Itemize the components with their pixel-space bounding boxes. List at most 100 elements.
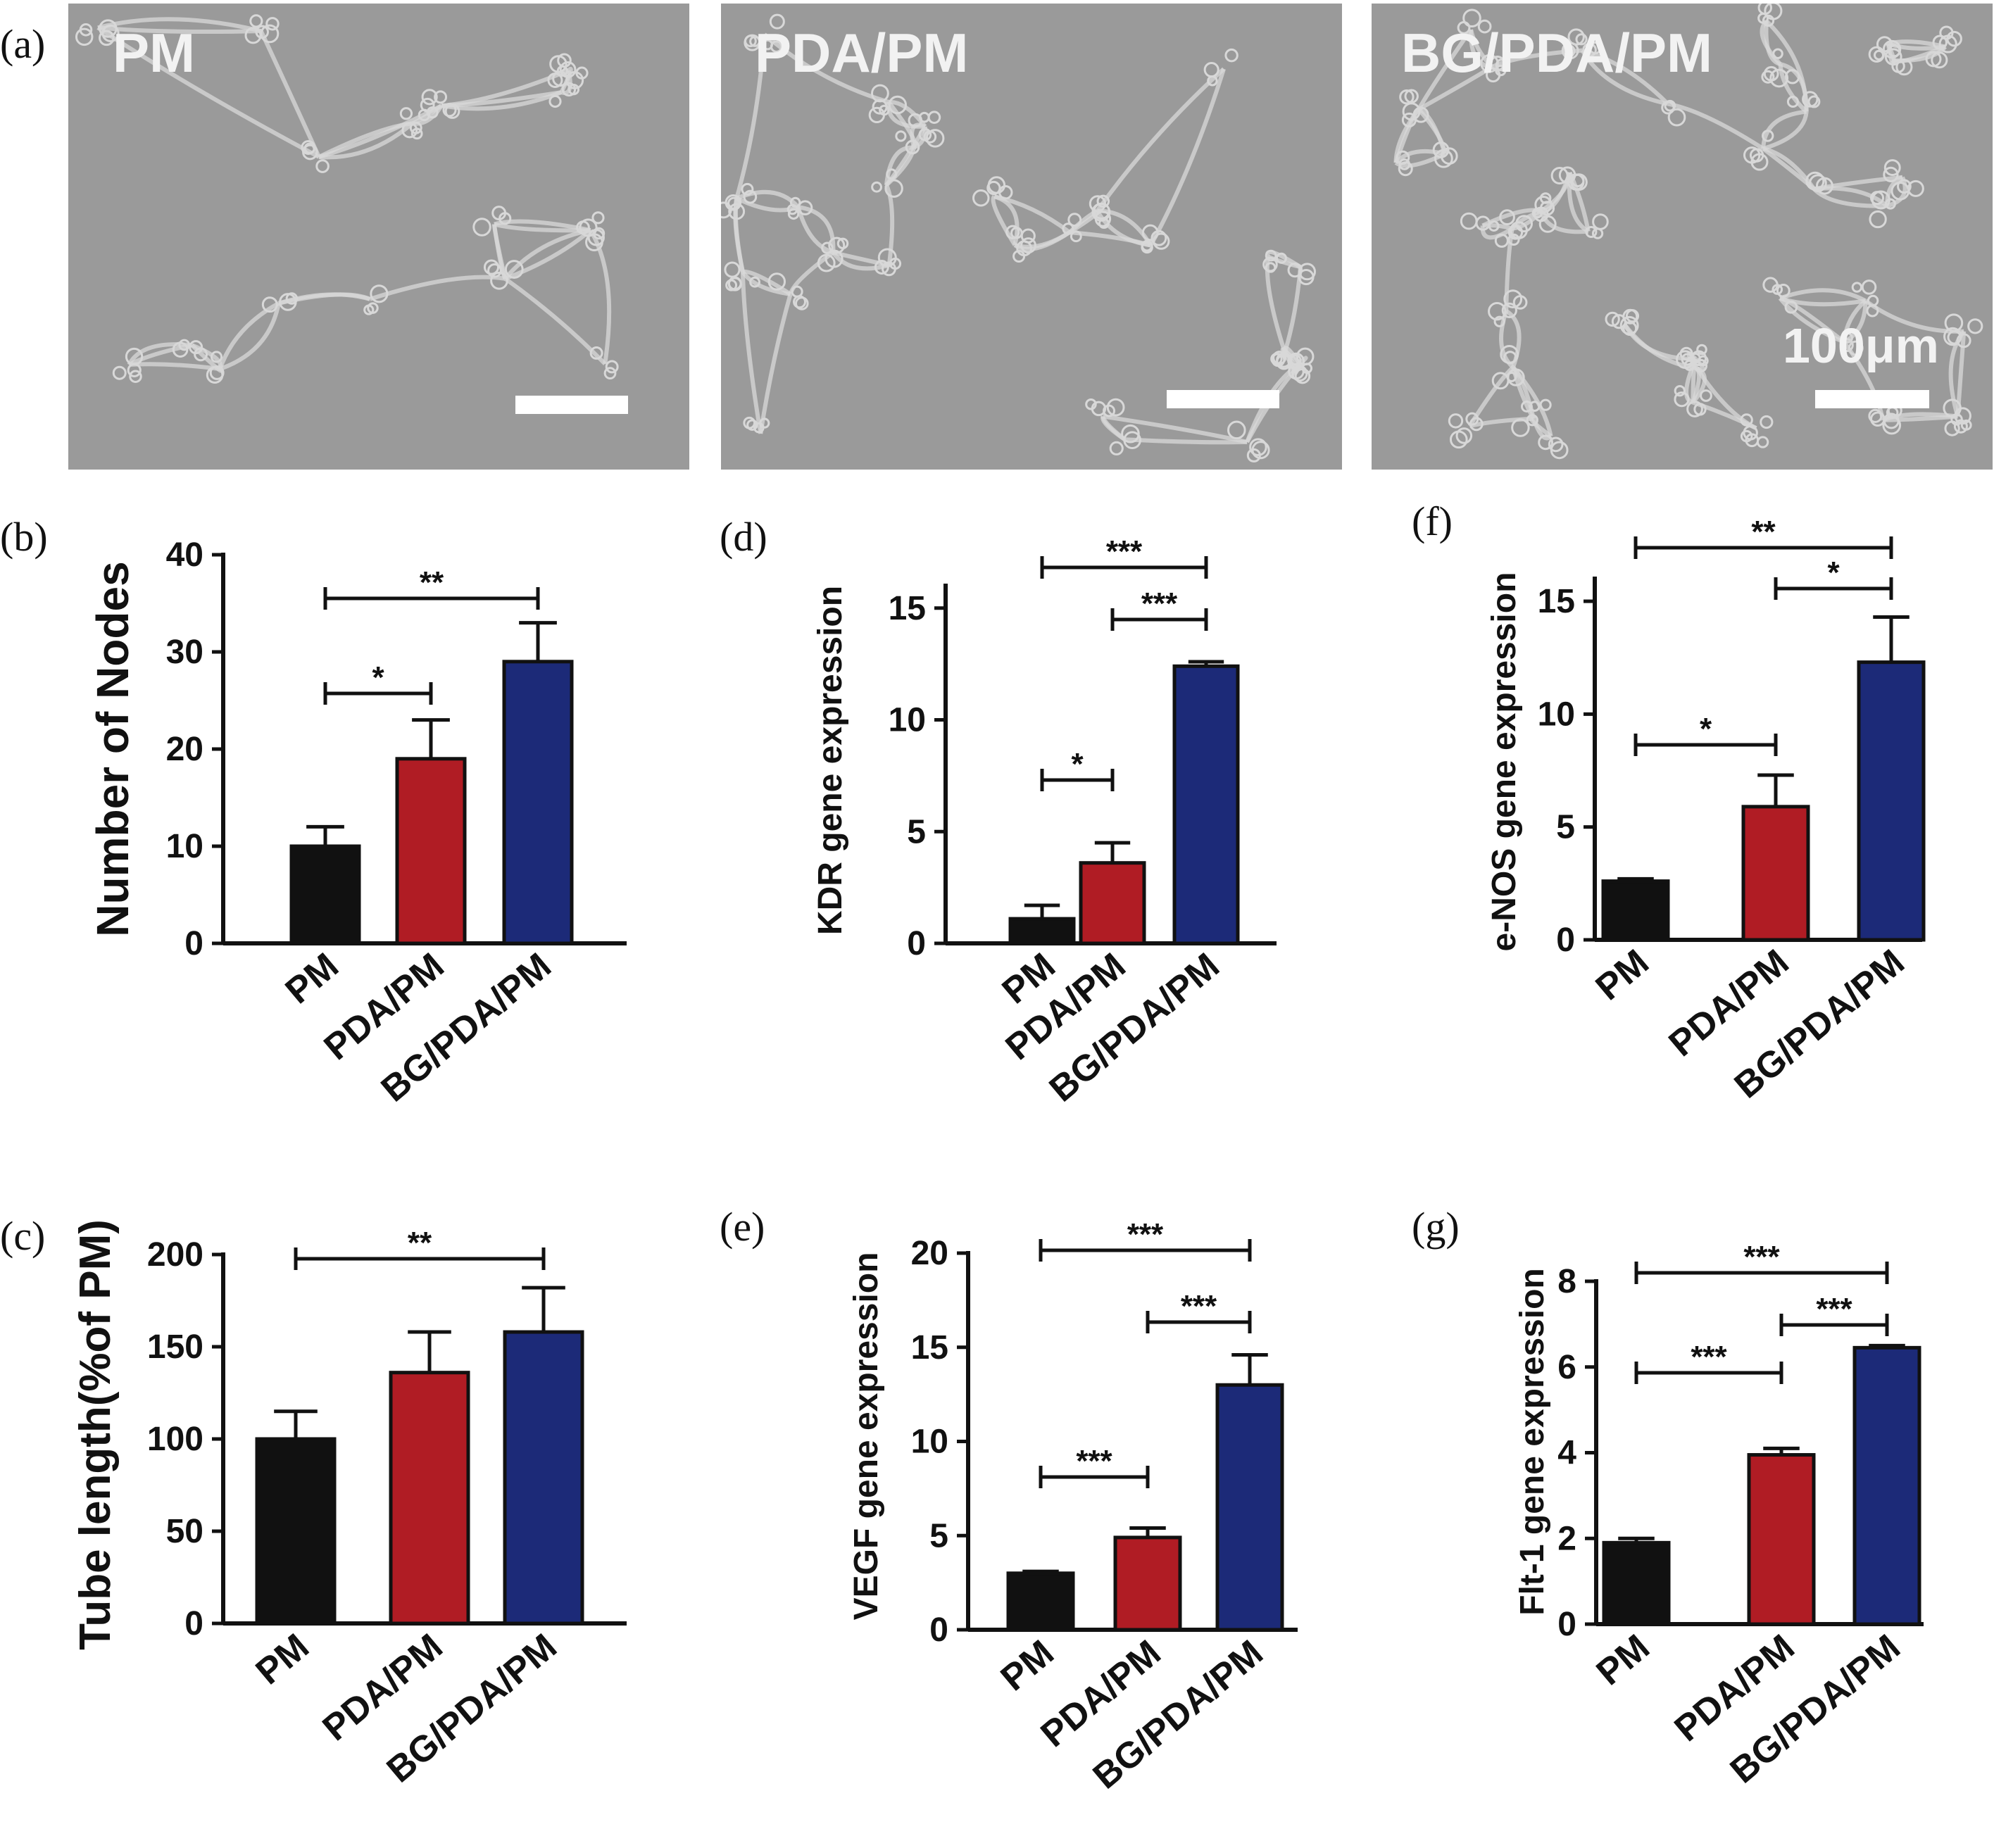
y-tick-label: 10 xyxy=(166,828,203,865)
cell-cluster xyxy=(1700,389,1712,402)
bar xyxy=(1113,1535,1182,1632)
cell-strand xyxy=(1505,309,1522,368)
cell-strand xyxy=(1539,210,1589,234)
cell-cluster xyxy=(1529,401,1541,412)
cell-cluster xyxy=(1944,420,1960,436)
cell-strand xyxy=(441,68,570,108)
x-category-label: PM xyxy=(993,1633,1062,1699)
cell-cluster xyxy=(1740,413,1753,427)
cell-strand xyxy=(1778,63,1808,113)
cell-cluster xyxy=(791,285,803,298)
significance-label: ** xyxy=(1751,515,1776,549)
significance-label: *** xyxy=(1127,1217,1164,1252)
y-tick-label: 50 xyxy=(166,1513,203,1550)
bar xyxy=(1741,805,1810,942)
cell-strand xyxy=(1148,68,1226,246)
y-tick-label: 0 xyxy=(184,925,203,962)
cell-cluster xyxy=(99,30,115,46)
cell-cluster xyxy=(1153,232,1170,250)
cell-cluster xyxy=(1275,252,1287,264)
y-tick-label: 2 xyxy=(1557,1520,1576,1557)
micrograph-label: PM xyxy=(113,22,195,84)
bar xyxy=(1006,1571,1075,1632)
cell-cluster xyxy=(127,363,142,378)
cell-cluster xyxy=(1883,166,1899,183)
bar xyxy=(389,1371,470,1626)
cell-strand xyxy=(127,342,192,366)
cell-cluster xyxy=(210,351,223,363)
cell-cluster xyxy=(194,347,208,362)
cell-strand xyxy=(831,251,890,271)
cell-cluster xyxy=(1575,33,1588,46)
bar xyxy=(1852,1345,1921,1626)
significance-label: ** xyxy=(408,1226,432,1260)
bar xyxy=(1008,917,1076,945)
y-tick-label: 15 xyxy=(889,590,926,627)
cell-cluster xyxy=(1106,398,1125,417)
cell-cluster xyxy=(1401,112,1417,128)
cell-strand xyxy=(259,30,321,158)
cell-cluster xyxy=(409,121,422,134)
cell-strand xyxy=(1103,414,1248,444)
scale-bar-label: 100μm xyxy=(1783,318,1939,373)
cell-cluster xyxy=(762,39,773,51)
cell-strand xyxy=(369,275,506,301)
cell-cluster xyxy=(1096,194,1110,208)
cell-cluster xyxy=(972,189,990,207)
cell-cluster xyxy=(603,367,617,380)
y-tick-label: 10 xyxy=(889,702,926,739)
cell-cluster xyxy=(1477,19,1492,34)
y-axis-label: KDR gene expression xyxy=(812,586,849,935)
cell-cluster xyxy=(1842,332,1853,344)
cell-cluster xyxy=(986,180,1001,196)
y-tick-label: 15 xyxy=(911,1329,948,1366)
cell-cluster xyxy=(1123,431,1141,449)
cell-cluster xyxy=(1449,430,1468,449)
cell-cluster xyxy=(1276,352,1292,368)
cell-strand xyxy=(503,277,607,365)
cell-cluster xyxy=(1227,420,1246,440)
y-tick-label: 0 xyxy=(1557,1606,1576,1643)
y-tick-label: 100 xyxy=(147,1421,203,1458)
cell-cluster xyxy=(1085,398,1097,410)
cell-cluster xyxy=(882,261,896,277)
cell-cluster xyxy=(1938,34,1957,54)
cell-cluster xyxy=(1868,408,1883,423)
cell-strand xyxy=(991,194,1017,246)
cell-strand xyxy=(734,34,767,199)
cell-cluster xyxy=(261,296,278,313)
y-tick-label: 0 xyxy=(907,925,926,962)
cell-cluster xyxy=(895,130,907,142)
micrograph-pm: PM xyxy=(68,4,689,470)
cell-cluster xyxy=(1539,398,1552,411)
cell-cluster xyxy=(1520,401,1533,413)
cell-cluster xyxy=(1270,353,1283,365)
significance-label: *** xyxy=(1743,1240,1780,1274)
cell-cluster xyxy=(249,14,263,28)
cell-cluster xyxy=(559,61,577,78)
bar xyxy=(1215,1383,1284,1632)
cell-strand xyxy=(1531,417,1553,441)
cell-cluster xyxy=(1538,215,1557,233)
cell-cluster xyxy=(1761,70,1775,84)
cell-cluster xyxy=(1489,56,1505,72)
cell-strand xyxy=(1778,296,1845,344)
cell-cluster xyxy=(1562,44,1576,58)
cell-cluster xyxy=(927,111,941,124)
y-tick-label: 0 xyxy=(929,1611,948,1649)
cell-strand xyxy=(1764,20,1781,67)
cell-network-image xyxy=(1393,4,1983,460)
cell-strand xyxy=(1762,111,1809,151)
cell-cluster xyxy=(548,94,562,108)
cell-cluster xyxy=(1769,68,1789,88)
cell-cluster xyxy=(724,261,741,278)
cell-cluster xyxy=(1762,277,1779,293)
y-tick-label: 30 xyxy=(166,634,203,671)
cell-cluster xyxy=(1786,96,1799,108)
cell-cluster xyxy=(568,83,580,96)
